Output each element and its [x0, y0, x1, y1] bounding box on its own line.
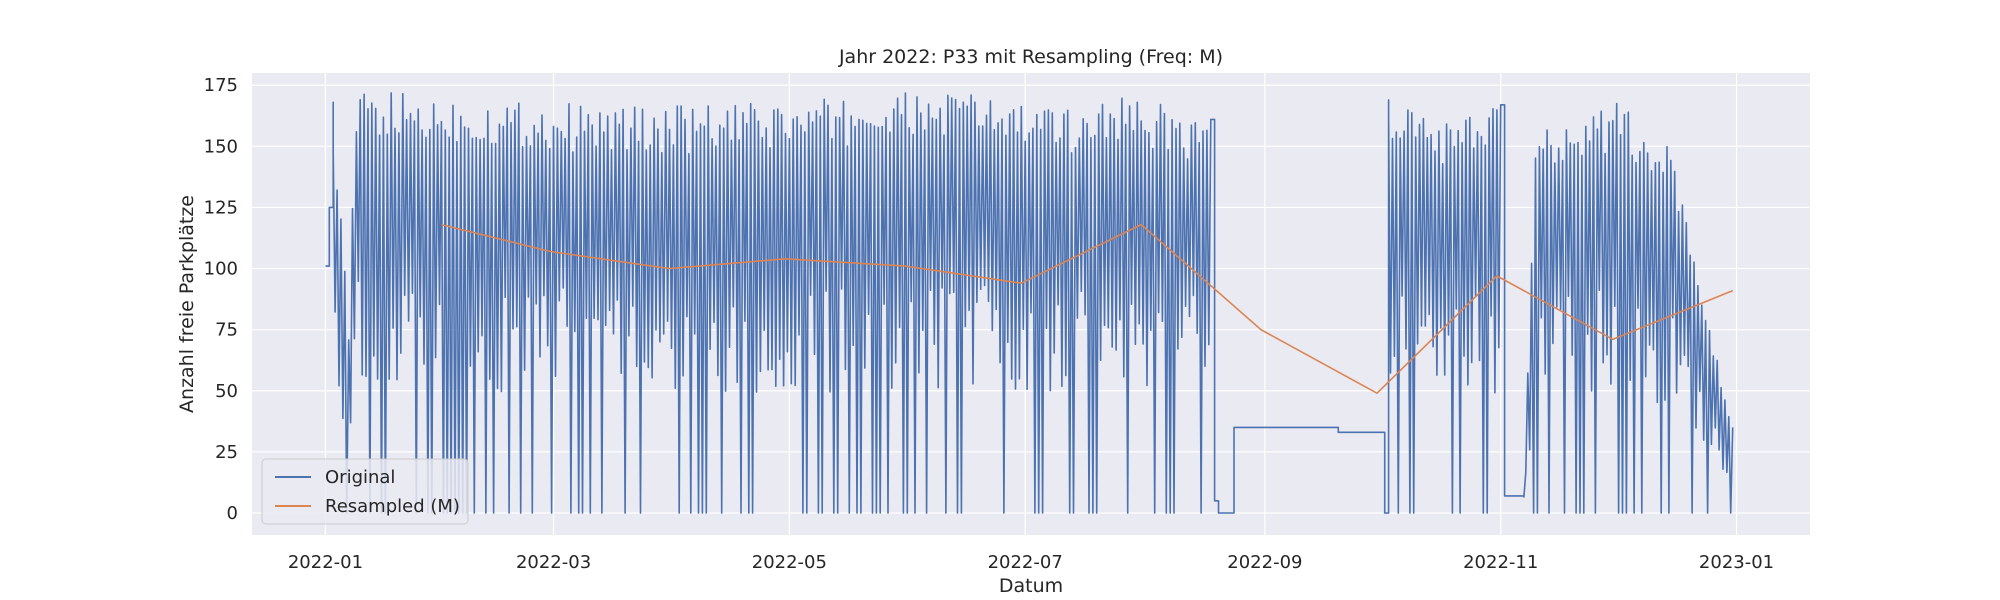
x-tick-label: 2022-01	[288, 552, 363, 573]
x-tick-label: 2022-11	[1463, 552, 1538, 573]
x-tick-label: 2022-03	[516, 552, 591, 573]
y-tick-label: 100	[204, 259, 238, 280]
legend: Original Resampled (M)	[261, 458, 469, 525]
series-resampled-line	[441, 223, 1734, 395]
legend-box	[261, 458, 469, 525]
x-axis-label: Datum	[999, 575, 1063, 597]
x-tick-labels: 2022-01 2022-03 2022-05 2022-07 2022-09 2022-…	[288, 552, 1774, 573]
chart-title: Jahr 2022: P33 mit Resampling (Freq: M)	[838, 46, 1223, 68]
y-tick-label: 0	[227, 503, 238, 524]
series-layer	[325, 92, 1734, 514]
legend-label-original: Original	[325, 467, 395, 488]
x-tick-label: 2022-07	[988, 552, 1063, 573]
y-tick-label: 25	[215, 442, 238, 463]
x-tick-label: 2023-01	[1699, 552, 1774, 573]
y-tick-label: 175	[204, 75, 238, 96]
y-tick-label: 150	[204, 136, 238, 157]
y-axis-label: Anzahl freie Parkplätze	[176, 195, 198, 413]
x-tick-label: 2022-05	[752, 552, 827, 573]
y-tick-labels: 0 25 50 75 100 125 150 175	[204, 75, 238, 524]
legend-label-resampled: Resampled (M)	[325, 496, 460, 517]
y-tick-label: 75	[215, 320, 238, 341]
y-tick-label: 50	[215, 381, 238, 402]
x-tick-label: 2022-09	[1227, 552, 1302, 573]
series-original-line	[325, 92, 1734, 514]
y-tick-label: 125	[204, 197, 238, 218]
